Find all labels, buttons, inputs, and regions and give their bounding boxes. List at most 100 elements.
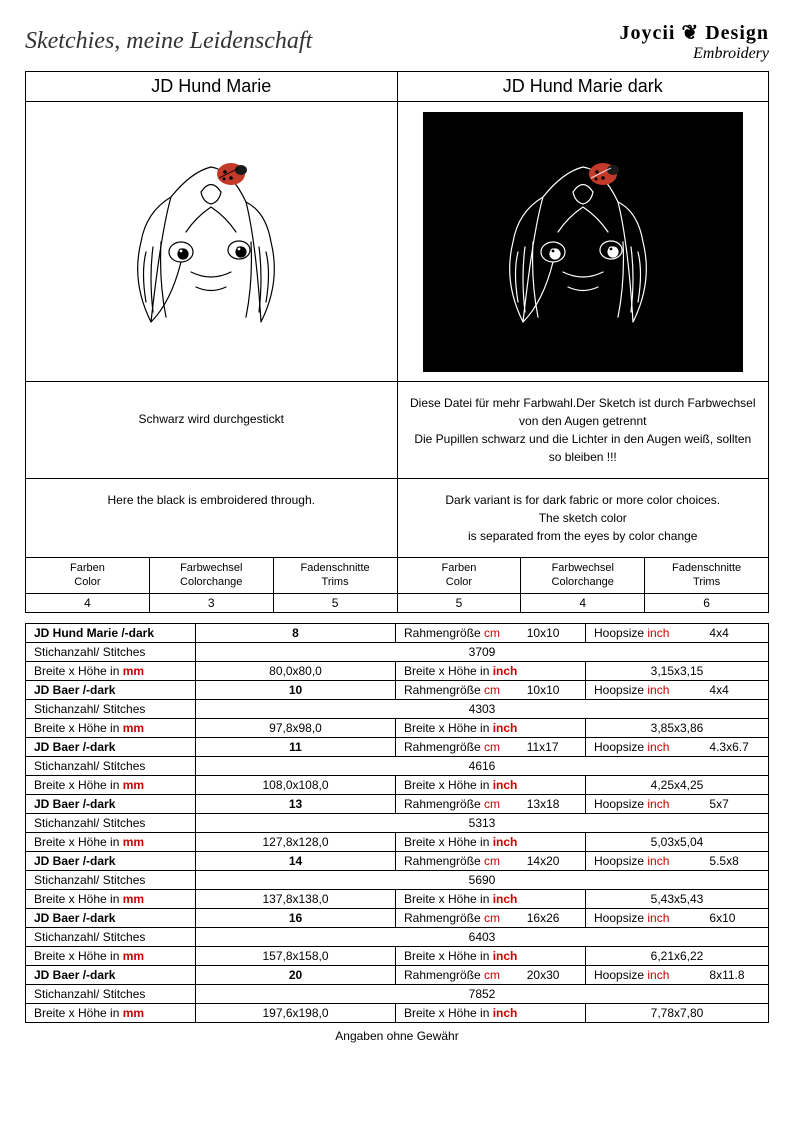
stitches-row: Stichanzahl/ Stitches4303 <box>26 700 768 719</box>
stitches-label: Stichanzahl/ Stitches <box>26 871 196 889</box>
note-row-en: Here the black is embroidered through. D… <box>26 479 768 558</box>
dims-mm-val: 137,8x138,0 <box>196 890 396 908</box>
title-right: JD Hund Marie dark <box>398 72 769 101</box>
size-name: JD Hund Marie /-dark <box>26 624 196 642</box>
page-header: Sketchies, meine Leidenschaft Joycii ❦ D… <box>25 20 769 63</box>
size-num: 13 <box>196 795 396 813</box>
dims-mm-label: Breite x Höhe in mm <box>26 1004 196 1022</box>
dims-inch-label: Breite x Höhe in inch <box>396 833 586 851</box>
dims-inch-label: Breite x Höhe in inch <box>396 662 586 680</box>
stitches-val: 5313 <box>196 814 768 832</box>
stitches-label: Stichanzahl/ Stitches <box>26 757 196 775</box>
dims-mm-label: Breite x Höhe in mm <box>26 776 196 794</box>
stat-col: FarbwechselColorchange <box>521 558 645 593</box>
size-name: JD Baer /-dark <box>26 795 196 813</box>
frame-cm: Rahmengröße cm 11x17 <box>396 738 586 756</box>
ladybug-icon <box>217 163 247 185</box>
dims-inch-label: Breite x Höhe in inch <box>396 1004 586 1022</box>
stitches-val: 4616 <box>196 757 768 775</box>
dog-sketch-light-icon <box>91 122 331 362</box>
hoop-inch: Hoopsize inch 4x4 <box>586 624 768 642</box>
sizes-table: JD Hund Marie /-dark8Rahmengröße cm 10x1… <box>25 623 769 1023</box>
dims-inch-val: 3,15x3,15 <box>586 662 768 680</box>
size-header-row: JD Baer /-dark20Rahmengröße cm 20x30Hoop… <box>26 966 768 985</box>
stitches-row: Stichanzahl/ Stitches4616 <box>26 757 768 776</box>
dims-inch-val: 5,43x5,43 <box>586 890 768 908</box>
logo-sub: Embroidery <box>619 45 769 63</box>
size-num: 16 <box>196 909 396 927</box>
frame-cm: Rahmengröße cm 20x30 <box>396 966 586 984</box>
stat-val: 3 <box>150 594 274 612</box>
dims-mm-val: 108,0x108,0 <box>196 776 396 794</box>
dims-inch-val: 6,21x6,22 <box>586 947 768 965</box>
size-name: JD Baer /-dark <box>26 738 196 756</box>
stats-values-row: 4 3 5 5 4 6 <box>26 594 768 612</box>
size-name: JD Baer /-dark <box>26 966 196 984</box>
stitches-row: Stichanzahl/ Stitches5313 <box>26 814 768 833</box>
size-num: 10 <box>196 681 396 699</box>
dims-inch-val: 4,25x4,25 <box>586 776 768 794</box>
stat-val: 5 <box>398 594 522 612</box>
embroidery-preview-light <box>81 112 341 372</box>
dog-sketch-dark-icon <box>433 122 733 362</box>
note-right-de: Diese Datei für mehr Farbwahl.Der Sketch… <box>398 382 769 478</box>
size-header-row: JD Hund Marie /-dark8Rahmengröße cm 10x1… <box>26 624 768 643</box>
size-name: JD Baer /-dark <box>26 909 196 927</box>
title-left: JD Hund Marie <box>26 72 398 101</box>
dims-mm-val: 157,8x158,0 <box>196 947 396 965</box>
stitches-label: Stichanzahl/ Stitches <box>26 643 196 661</box>
title-row: JD Hund Marie JD Hund Marie dark <box>26 72 768 102</box>
dims-inch-val: 3,85x3,86 <box>586 719 768 737</box>
stitches-val: 3709 <box>196 643 768 661</box>
stat-val: 4 <box>521 594 645 612</box>
hoop-inch: Hoopsize inch 4.3x6.7 <box>586 738 768 756</box>
stitches-label: Stichanzahl/ Stitches <box>26 814 196 832</box>
frame-cm: Rahmengröße cm 16x26 <box>396 909 586 927</box>
note-left-de: Schwarz wird durchgestickt <box>26 382 398 478</box>
dims-mm-label: Breite x Höhe in mm <box>26 719 196 737</box>
size-name: JD Baer /-dark <box>26 681 196 699</box>
stitches-row: Stichanzahl/ Stitches7852 <box>26 985 768 1004</box>
dims-inch-label: Breite x Höhe in inch <box>396 776 586 794</box>
dims-mm-label: Breite x Höhe in mm <box>26 833 196 851</box>
stitches-row: Stichanzahl/ Stitches5690 <box>26 871 768 890</box>
image-row <box>26 102 768 382</box>
brand-logo: Joycii ❦ Design Embroidery <box>619 20 769 63</box>
dims-inch-val: 5,03x5,04 <box>586 833 768 851</box>
size-header-row: JD Baer /-dark14Rahmengröße cm 14x20Hoop… <box>26 852 768 871</box>
stats-header-row: FarbenColor FarbwechselColorchange Faden… <box>26 558 768 594</box>
image-cell-light <box>26 102 398 381</box>
note-row-de: Schwarz wird durchgestickt Diese Datei f… <box>26 382 768 479</box>
dims-inch-label: Breite x Höhe in inch <box>396 947 586 965</box>
dims-row: Breite x Höhe in mm80,0x80,0Breite x Höh… <box>26 662 768 681</box>
stitches-label: Stichanzahl/ Stitches <box>26 700 196 718</box>
size-header-row: JD Baer /-dark10Rahmengröße cm 10x10Hoop… <box>26 681 768 700</box>
stat-val: 5 <box>274 594 397 612</box>
stitches-label: Stichanzahl/ Stitches <box>26 985 196 1003</box>
stitches-val: 5690 <box>196 871 768 889</box>
dims-inch-label: Breite x Höhe in inch <box>396 719 586 737</box>
size-num: 8 <box>196 624 396 642</box>
main-frame: JD Hund Marie JD Hund Marie dark <box>25 71 769 613</box>
dims-inch-label: Breite x Höhe in inch <box>396 890 586 908</box>
dims-mm-val: 80,0x80,0 <box>196 662 396 680</box>
logo-main: Joycii ❦ Design <box>619 20 769 45</box>
dims-mm-val: 197,6x198,0 <box>196 1004 396 1022</box>
size-header-row: JD Baer /-dark11Rahmengröße cm 11x17Hoop… <box>26 738 768 757</box>
dims-inch-val: 7,78x7,80 <box>586 1004 768 1022</box>
dims-row: Breite x Höhe in mm157,8x158,0Breite x H… <box>26 947 768 966</box>
dims-mm-label: Breite x Höhe in mm <box>26 662 196 680</box>
stitches-val: 6403 <box>196 928 768 946</box>
stat-col: FadenschnitteTrims <box>274 558 397 593</box>
dims-row: Breite x Höhe in mm197,6x198,0Breite x H… <box>26 1004 768 1022</box>
dims-mm-val: 127,8x128,0 <box>196 833 396 851</box>
tagline: Sketchies, meine Leidenschaft <box>25 28 312 55</box>
hoop-inch: Hoopsize inch 5x7 <box>586 795 768 813</box>
dims-row: Breite x Höhe in mm108,0x108,0Breite x H… <box>26 776 768 795</box>
frame-cm: Rahmengröße cm 14x20 <box>396 852 586 870</box>
size-name: JD Baer /-dark <box>26 852 196 870</box>
dims-row: Breite x Höhe in mm137,8x138,0Breite x H… <box>26 890 768 909</box>
frame-cm: Rahmengröße cm 10x10 <box>396 624 586 642</box>
size-num: 11 <box>196 738 396 756</box>
frame-cm: Rahmengröße cm 10x10 <box>396 681 586 699</box>
